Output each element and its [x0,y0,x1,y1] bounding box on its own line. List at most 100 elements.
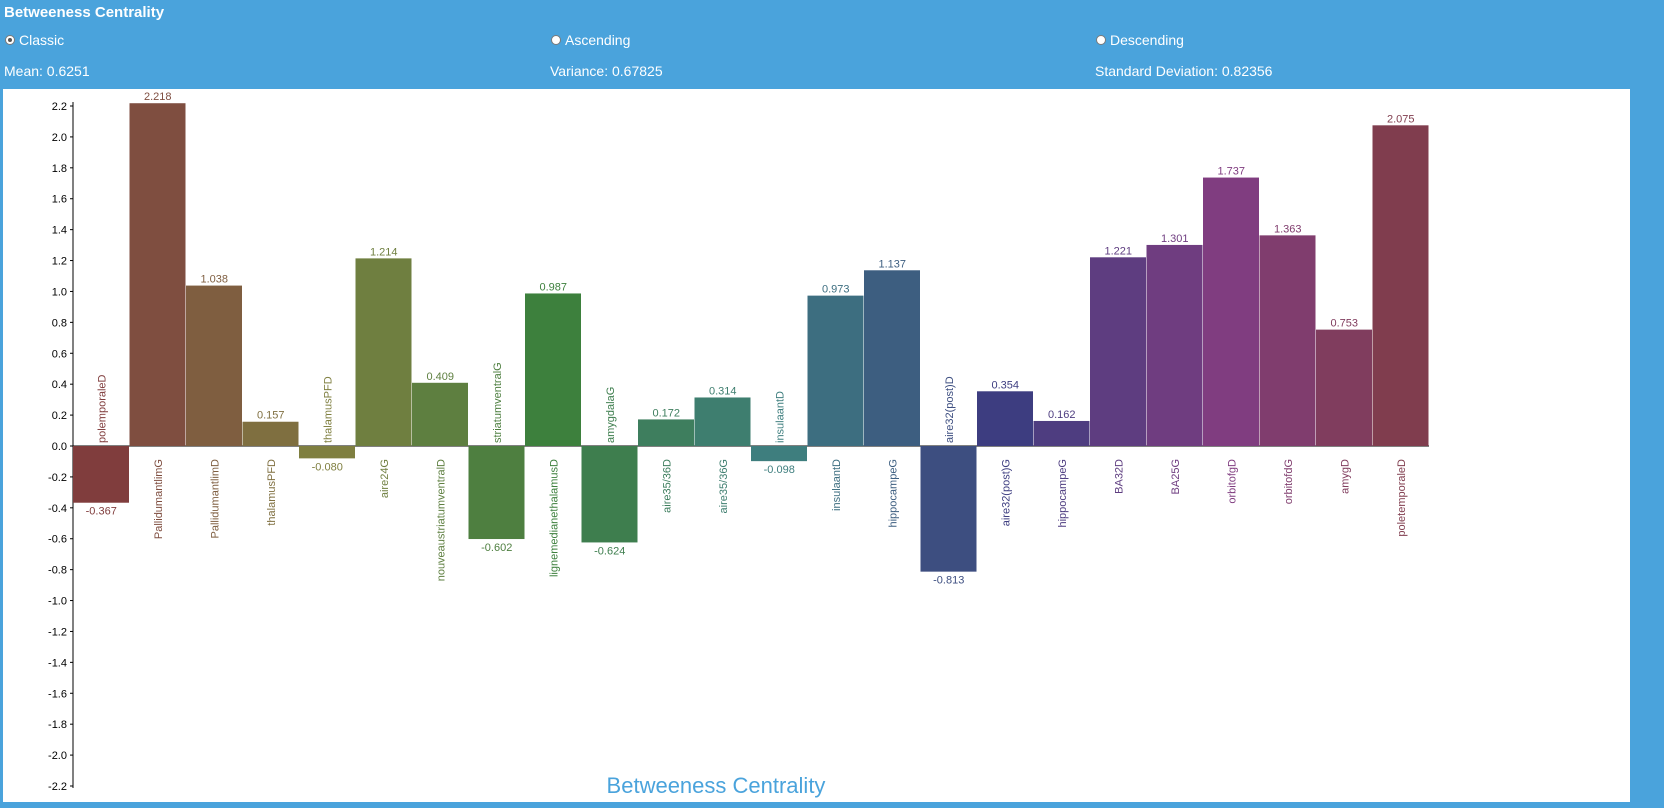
category-label: insulaantD [774,391,786,443]
bar-value-label: 0.157 [257,410,285,422]
sort-ascending-label: Ascending [565,32,631,48]
bar[interactable] [1316,329,1372,446]
bar-value-label: 0.409 [426,371,454,383]
bar-value-label: 1.214 [370,246,398,258]
bar[interactable] [73,446,129,503]
y-tick-label: 2.2 [52,101,67,113]
category-label: BA25G [1170,459,1182,494]
variance-stat: Variance: 0.67825 [550,63,663,79]
radio-unchecked-icon[interactable] [1096,35,1106,45]
bar[interactable] [525,293,581,446]
category-label: thalamusPFD [322,376,334,443]
y-tick-label: -0.2 [48,472,67,484]
chart-title: Betweeness Centrality [607,773,826,798]
bar[interactable] [468,446,525,540]
y-tick-label: -0.6 [48,534,67,546]
bar[interactable] [977,391,1033,446]
category-label: aire35/36G [718,459,730,513]
category-label: aire32(post)G [1000,459,1012,526]
y-tick-label: 1.2 [52,256,67,268]
category-label: PallidumantlimG [153,459,165,539]
sort-options: Classic Ascending Descending [0,32,1664,54]
category-label: thalamusPFD [266,459,278,526]
bar[interactable] [751,446,807,462]
category-label: amygdalaG [605,387,617,443]
bar-value-label: 0.354 [991,379,1019,391]
category-label: insulaantD [831,459,843,511]
radio-checked-icon[interactable] [5,35,15,45]
bar[interactable] [581,446,638,543]
bar-value-label: 1.137 [878,258,906,270]
bar-value-label: -0.624 [594,545,625,557]
category-label: polemporaleD [96,374,108,443]
category-label: BA32D [1113,459,1125,494]
y-tick-label: 1.8 [52,163,67,175]
bar[interactable] [1259,235,1316,446]
category-label: orbitofdG [1283,459,1295,504]
bar[interactable] [129,103,186,446]
bar-value-label: 1.221 [1104,245,1132,257]
category-label: poletemporaleD [1396,459,1408,537]
bar[interactable] [694,397,751,446]
y-tick-label: -0.8 [48,565,67,577]
bar-value-label: -0.813 [933,575,964,587]
bar-value-label: 1.038 [200,274,228,286]
bar-value-label: 0.987 [539,281,567,293]
bar-value-label: -0.602 [481,542,512,554]
category-label: lignemedianethalamusD [548,459,560,577]
bar-value-label: 1.737 [1217,166,1245,178]
category-label: nouveaustriatumventralD [435,459,447,581]
bar-chart: 2.2 2.0 1.8 1.6 1.4 1.2 1.0 0.8 0.6 0.4 0.2 0.0 -0.2… [48,91,1429,798]
bar[interactable] [920,446,977,572]
bar[interactable] [242,421,299,446]
bar[interactable] [186,285,242,446]
bar-value-label: 0.172 [652,407,680,419]
bar-value-label: 2.218 [144,91,172,103]
y-tick-label: 0.0 [52,441,67,453]
y-tick-label: 0.4 [52,379,67,391]
bar[interactable] [1146,244,1203,446]
bar[interactable] [1033,420,1090,446]
y-tick-label: 0.2 [52,410,67,422]
category-label: hippocampeG [1057,459,1069,528]
bar[interactable] [355,258,412,446]
y-tick-label: -2.0 [48,750,67,762]
bar-value-label: 2.075 [1387,113,1415,125]
bar[interactable] [299,446,355,459]
y-tick-label: -2.2 [48,781,67,793]
y-tick-label: -1.8 [48,719,67,731]
sort-ascending-option[interactable]: Ascending [551,32,630,48]
bar[interactable] [1372,125,1429,446]
sort-classic-option[interactable]: Classic [5,32,64,48]
y-tick-label: -1.4 [48,657,67,669]
bar-value-label: 0.314 [709,385,737,397]
y-tick-label: -0.4 [48,503,67,515]
bar-value-label: 1.363 [1274,223,1302,235]
sort-descending-option[interactable]: Descending [1096,32,1184,48]
bar-value-label: 0.973 [822,284,850,296]
y-tick-label: -1.0 [48,596,67,608]
category-label: aire32(post)D [944,376,956,443]
y-tick-label: 1.6 [52,194,67,206]
radio-unchecked-icon[interactable] [551,35,561,45]
y-tick-label: 2.0 [52,132,67,144]
std-stat: Standard Deviation: 0.82356 [1095,63,1273,79]
bar[interactable] [1090,257,1146,446]
category-label: PallidumantlimD [209,459,221,539]
y-tick-label: 0.8 [52,317,67,329]
y-tick-label: -1.6 [48,688,67,700]
category-label: hippocampeG [887,459,899,528]
bar[interactable] [638,419,694,446]
bar[interactable] [864,270,920,446]
mean-stat: Mean: 0.6251 [4,63,90,79]
category-label: aire24G [379,459,391,498]
chart-area: 2.2 2.0 1.8 1.6 1.4 1.2 1.0 0.8 0.6 0.4 0.2 0.0 -0.2… [3,89,1630,802]
bar[interactable] [412,382,468,446]
bar-value-label: -0.367 [86,506,117,518]
sort-descending-label: Descending [1110,32,1184,48]
y-tick-label: 1.0 [52,286,67,298]
bar[interactable] [1203,177,1259,446]
y-tick-label: 1.4 [52,225,67,237]
category-label: amygD [1339,459,1351,494]
bar[interactable] [807,295,864,446]
